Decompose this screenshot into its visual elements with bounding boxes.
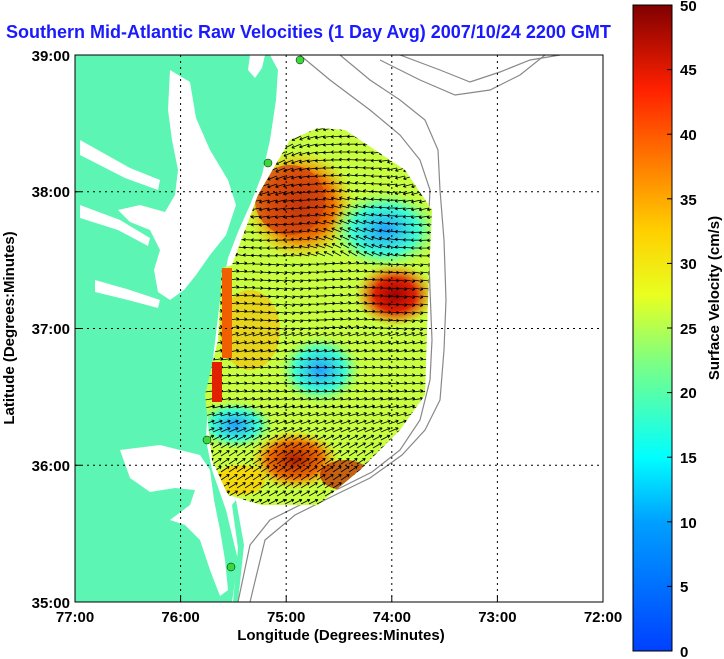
colorbar-tick-label: 30 — [680, 256, 697, 273]
colorbar-tick-label: 35 — [680, 192, 697, 209]
x-tick-label: 75:00 — [267, 609, 305, 626]
chart-title: Southern Mid-Atlantic Raw Velocities (1 … — [6, 22, 611, 42]
colorbar-tick-label: 20 — [680, 385, 697, 402]
colorbar — [632, 4, 673, 652]
x-ticks — [74, 596, 604, 602]
colorbar-tick-label: 40 — [680, 127, 697, 144]
grid — [75, 55, 603, 602]
y-tick-label: 36:00 — [32, 458, 70, 475]
station-marker — [226, 562, 236, 572]
colorbar-tick-label: 15 — [680, 450, 697, 467]
station-marker — [202, 435, 212, 445]
colorbar-tick-label: 10 — [680, 515, 697, 532]
x-tick-label: 77:00 — [56, 609, 94, 626]
colorbar-title: Surface Velocity (cm/s) — [706, 216, 723, 380]
x-tick-label: 73:00 — [478, 609, 516, 626]
y-ticks — [75, 54, 81, 466]
velocity-field — [205, 128, 432, 505]
y-tick-label: 38:00 — [32, 184, 70, 201]
pamlico-sound — [120, 445, 228, 596]
colorbar-tick-label: 0 — [680, 644, 688, 659]
colorbar-tick-label: 5 — [680, 579, 688, 596]
colorbar-tick-label: 50 — [680, 0, 697, 15]
delaware-bay — [248, 55, 265, 78]
velocity-patch — [222, 268, 232, 358]
y-axis-title: Latitude (Degrees:Minutes) — [1, 231, 18, 424]
y-tick-label: 35:00 — [32, 595, 70, 612]
chesapeake-bay — [118, 70, 236, 300]
colorbar-ticks — [667, 4, 672, 652]
velocity-patch — [212, 362, 222, 402]
x-tick-label: 72:00 — [584, 609, 622, 626]
x-tick-label: 76:00 — [161, 609, 199, 626]
station-marker — [295, 55, 305, 65]
x-axis-title: Longitude (Degrees:Minutes) — [237, 627, 445, 644]
barrier-islands — [232, 500, 244, 602]
colorbar-tick-label: 25 — [680, 321, 697, 338]
y-tick-label: 39:00 — [32, 48, 70, 65]
y-tick-label: 37:00 — [32, 321, 70, 338]
colorbar-tick-label: 45 — [680, 62, 697, 79]
river-3 — [95, 280, 160, 308]
river-1 — [80, 140, 160, 190]
station-marker — [263, 158, 273, 168]
x-tick-label: 74:00 — [373, 609, 411, 626]
river-2 — [80, 205, 150, 246]
